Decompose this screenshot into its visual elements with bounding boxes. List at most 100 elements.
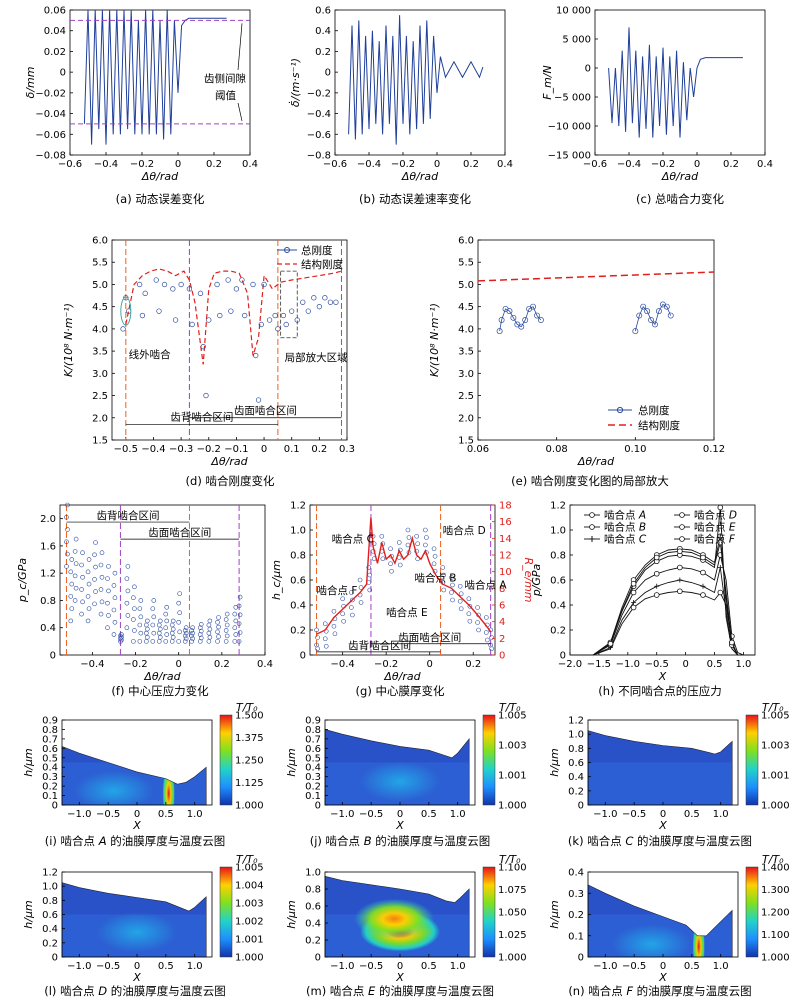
x-axis-label: Δθ/rad	[383, 670, 421, 683]
pressure-marker	[177, 591, 182, 596]
pressure-marker	[137, 639, 143, 644]
y-right-tick-label: 6	[499, 601, 505, 612]
pressure-marker	[170, 626, 176, 632]
x-tick-label: 0.1	[284, 444, 300, 455]
y-tick-label: 10 000	[556, 6, 591, 17]
total-stiffness-marker	[280, 312, 287, 319]
legend-marker	[679, 536, 685, 542]
caption-point: D	[98, 984, 107, 998]
y-tick-label: 0	[50, 651, 56, 662]
legend-marker	[589, 536, 595, 542]
y-tick-label: 0.5	[42, 753, 58, 764]
y-tick-label: 1.0	[42, 882, 58, 893]
pressure-marker	[169, 639, 175, 644]
colorbar-tick-label: 1.075	[498, 885, 527, 896]
y-tick-label: 0.3	[42, 772, 58, 783]
colorbar	[219, 866, 233, 958]
annotation-label: 齿侧间隙	[204, 72, 246, 85]
point-label: 啮合点 D	[443, 524, 486, 537]
pressure-marker	[169, 630, 175, 636]
profile-marker	[677, 548, 683, 555]
profile-marker	[653, 570, 660, 577]
pressure-marker	[80, 599, 85, 605]
colorbar-tick-label: 1.000	[498, 953, 527, 964]
x-tick-label: −0.4	[80, 659, 104, 670]
total-stiffness-marker	[289, 308, 295, 314]
pressure-marker	[98, 611, 104, 617]
pressure-marker	[98, 562, 104, 568]
x-tick-label: −0.5	[96, 961, 120, 972]
x-tick-label: −0.5	[645, 659, 669, 670]
film-marker	[367, 572, 373, 578]
total-stiffness-marker	[496, 328, 503, 335]
caption-part: 的油膜厚度与温度云图	[107, 984, 226, 998]
profile-marker	[631, 600, 637, 605]
y-tick-label: −0.06	[35, 130, 66, 141]
y-tick-label: 0.3	[305, 772, 321, 783]
pressure-marker	[156, 630, 162, 636]
pressure-marker	[93, 564, 98, 570]
x-tick-label: 1.0	[713, 961, 729, 972]
y-tick-label: 1.2	[568, 716, 584, 727]
x-tick-label: 1.0	[450, 809, 466, 820]
pressure-marker	[64, 539, 69, 545]
colorbar-title: T/T₀	[236, 853, 258, 866]
colorbar-tick-label: 1.050	[498, 908, 527, 919]
y-tick-label: 4.5	[92, 302, 108, 313]
legend-label: 啮合点 C	[604, 533, 647, 546]
colorbar-tick-label: 1.002	[235, 917, 264, 928]
y-tick-label: −10 000	[548, 122, 591, 133]
temperature-hotspot	[360, 761, 440, 802]
pressure-marker	[73, 561, 79, 566]
film-marker	[466, 596, 472, 602]
pressure-marker	[137, 622, 143, 628]
total-stiffness-marker	[186, 286, 193, 292]
caption-part: (i) 啮合点	[45, 834, 99, 848]
film-marker	[341, 618, 346, 624]
y-tick-label: 0.6	[42, 744, 58, 755]
y-tick-label: 2.5	[458, 391, 474, 402]
x-axis-label: X	[658, 670, 667, 683]
temperature-hotspot	[611, 924, 692, 957]
y-tick-label: 4.5	[458, 302, 474, 313]
film-region	[588, 730, 733, 805]
pressure-marker	[79, 562, 84, 568]
film-marker	[357, 577, 363, 583]
y-tick-label: −0.04	[35, 109, 66, 120]
x-tick-label: 0.12	[703, 444, 725, 455]
y-tick-label: −15 000	[548, 151, 591, 162]
film-marker	[350, 597, 355, 603]
pressure-marker	[144, 622, 149, 628]
pressure-marker	[236, 621, 242, 626]
pressure-marker	[132, 628, 137, 633]
pressure-marker	[233, 632, 239, 637]
pressure-marker	[237, 612, 243, 618]
curvature-line	[316, 517, 492, 635]
pressure-marker	[151, 630, 157, 636]
pressure-marker	[164, 618, 170, 624]
film-marker	[450, 582, 455, 588]
y-tick-label: 5.5	[458, 258, 474, 269]
pressure-marker	[73, 536, 79, 542]
colorbar-tick-label: 1.003	[498, 741, 527, 752]
x-tick-label: −0.3	[169, 444, 193, 455]
pressure-marker	[190, 636, 195, 641]
pressure-marker	[151, 614, 157, 620]
total-stiffness-marker	[197, 290, 204, 296]
film-marker	[423, 542, 428, 548]
film-marker	[340, 596, 345, 602]
x-tick-label: 0	[660, 961, 666, 972]
pressure-marker	[85, 618, 91, 624]
y-axis-label: h/μm	[22, 900, 35, 928]
x-tick-label: 0	[261, 444, 267, 455]
x-tick-label: 0.4	[242, 159, 258, 170]
total-stiffness-marker	[142, 290, 148, 296]
panel-e: 0.06 0.08 0.10 0.12 1.5 2.0 2.5 3.0 3.5 4.0 4.5 5.0…	[428, 236, 725, 489]
x-tick-label: 1.0	[735, 659, 751, 670]
colorbar-title: T/T₀	[236, 701, 258, 714]
y-tick-label: 0.4	[290, 601, 306, 612]
pressure-marker	[68, 569, 74, 575]
y-tick-label: 0.8	[550, 551, 566, 562]
profile-marker	[700, 554, 706, 561]
pressure-marker	[189, 633, 194, 639]
